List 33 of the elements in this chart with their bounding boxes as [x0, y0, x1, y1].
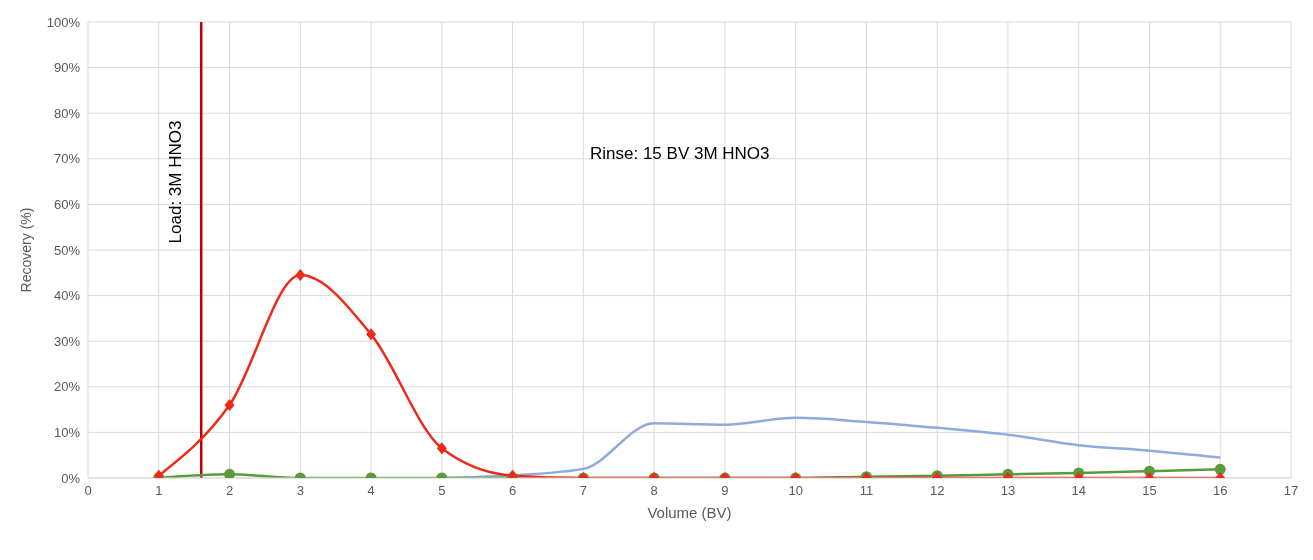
- y-tick-label: 100%: [46, 14, 81, 30]
- x-tick-label: 2: [225, 483, 234, 499]
- x-tick-label: 12: [929, 483, 945, 499]
- y-tick-label: 90%: [53, 60, 81, 76]
- x-tick-label: 15: [1142, 483, 1157, 499]
- y-tick-label: 40%: [53, 288, 81, 304]
- y-tick-label: 70%: [53, 151, 81, 167]
- y-tick-label: 30%: [53, 333, 81, 349]
- x-tick-label: 17: [1283, 483, 1299, 499]
- x-axis-title: Volume (BV): [647, 504, 732, 521]
- y-tick-label: 0%: [61, 470, 81, 486]
- x-tick-label: 13: [1000, 483, 1016, 499]
- x-tick-label: 6: [508, 483, 517, 499]
- y-axis-title: Recovery (%): [17, 207, 34, 293]
- y-tick-label: 10%: [53, 425, 81, 441]
- annotation: Rinse: 15 BV 3M HNO3: [590, 144, 770, 164]
- x-tick-label: 0: [84, 483, 92, 499]
- x-tick-label: 8: [650, 483, 658, 499]
- y-tick-label: 20%: [53, 379, 81, 395]
- y-tick-label: 50%: [53, 242, 81, 258]
- x-tick-label: 4: [367, 483, 375, 499]
- x-tick-label: 5: [438, 483, 446, 499]
- x-tick-label: 7: [579, 483, 587, 499]
- x-tick-label: 10: [788, 483, 803, 499]
- x-tick-label: 3: [296, 483, 304, 499]
- x-tick-label: 16: [1213, 483, 1228, 499]
- annotation: Load: 3M HNO3: [165, 120, 185, 244]
- x-tick-label: 14: [1071, 483, 1086, 499]
- x-tick-label: 1: [155, 483, 163, 499]
- y-tick-label: 60%: [53, 197, 81, 213]
- x-tick-label: 9: [721, 483, 729, 499]
- x-tick-label: 11: [859, 483, 874, 499]
- y-tick-label: 80%: [53, 105, 81, 121]
